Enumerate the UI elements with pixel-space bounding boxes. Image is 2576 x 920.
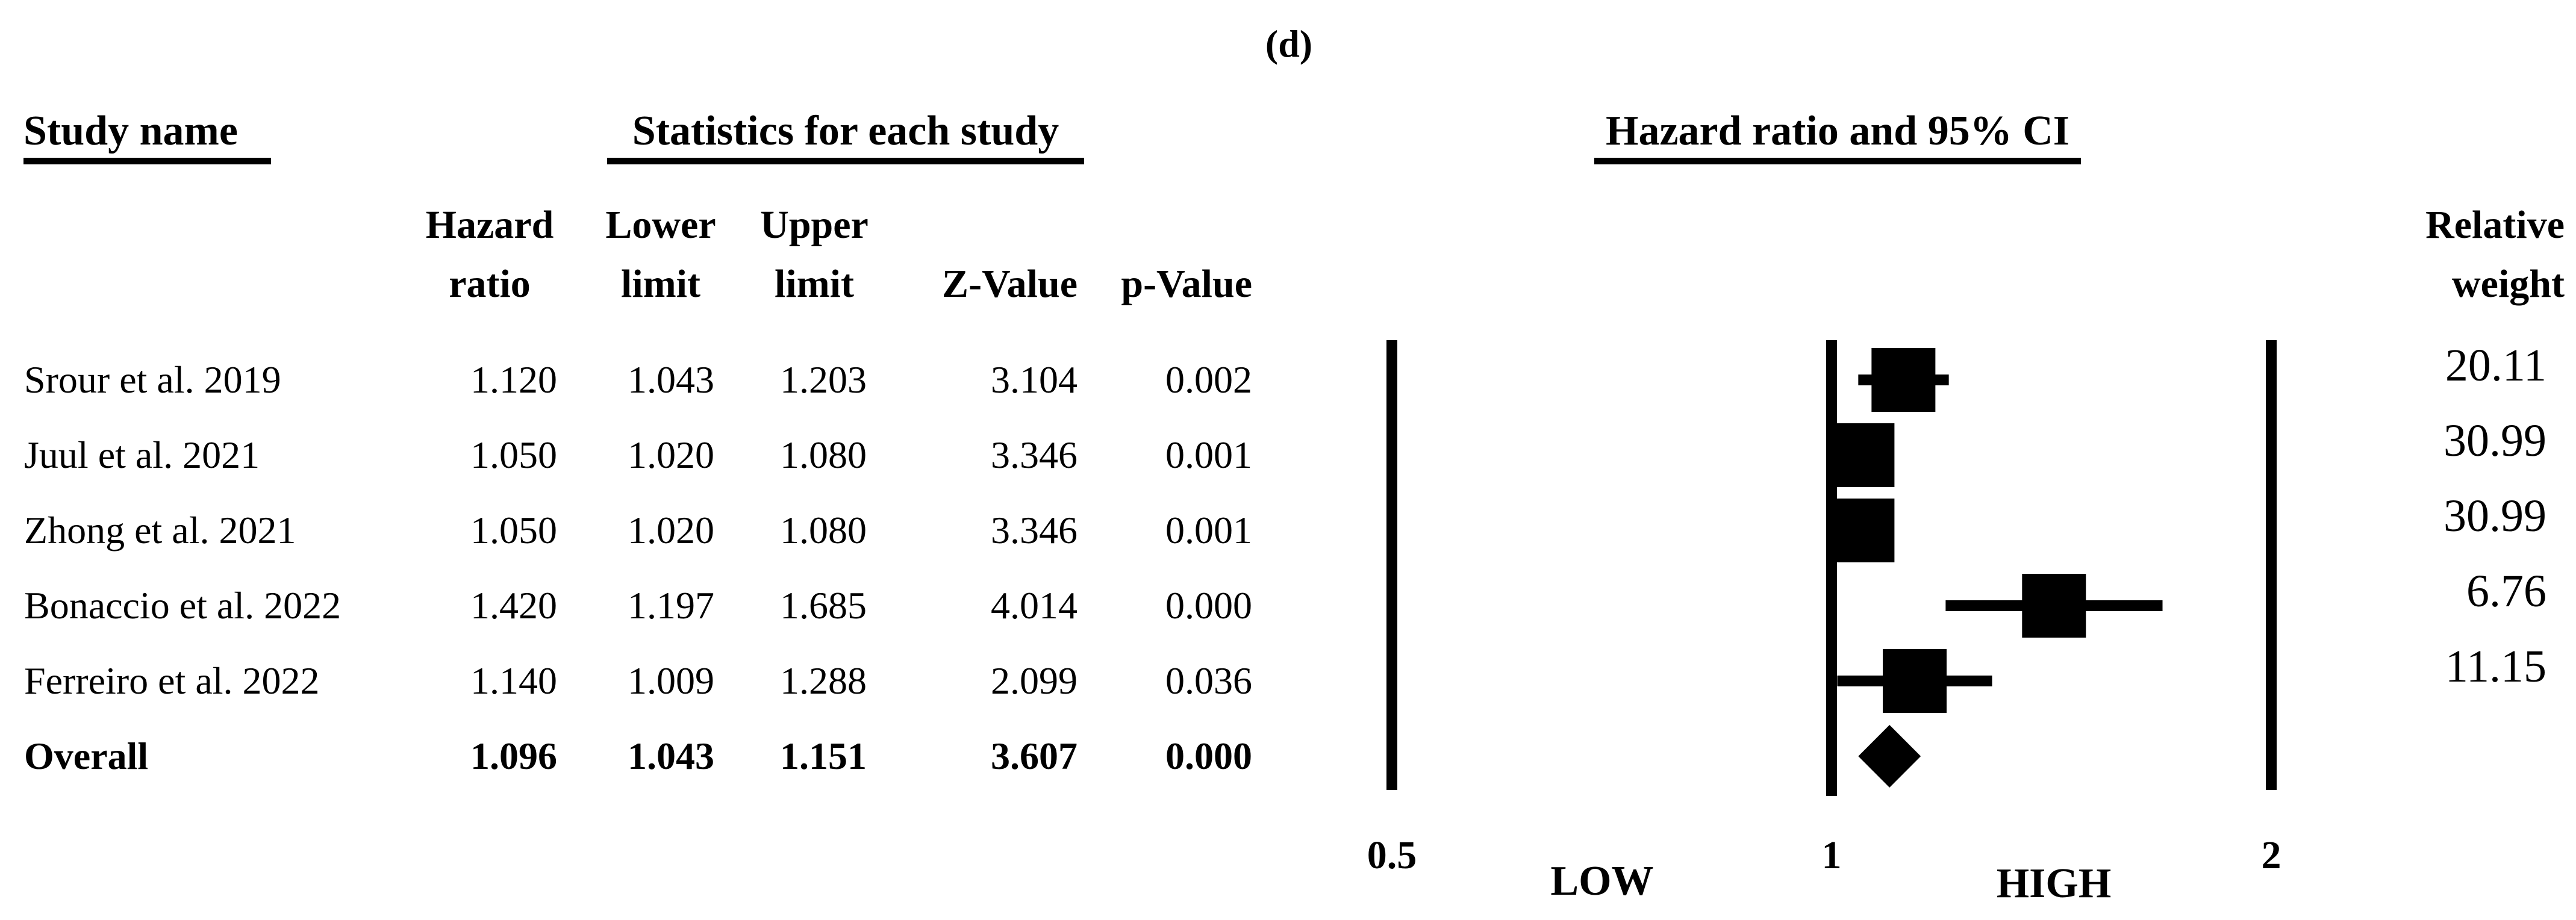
upper-limit-cell: 1.080 [780,434,867,476]
study-name-cell: Juul et al. 2021 [24,434,260,476]
point-estimate-square [1871,348,1936,412]
z-value-cell: 3.346 [991,434,1077,476]
hazard-ratio-cell: 1.050 [470,509,557,552]
relative-weight-cell: 6.76 [2466,566,2546,617]
z-value-cell: 2.099 [991,659,1077,702]
lower-limit-cell: 1.009 [628,659,714,702]
hazard-ratio-cell: 1.420 [470,584,557,627]
study-name-cell: Bonaccio et al. 2022 [24,584,341,627]
z-value-cell: 3.104 [991,358,1077,401]
z-value-cell: 3.346 [991,509,1077,552]
axis-line-2 [2266,340,2277,790]
plot-header: Hazard ratio and 95% CI [1606,108,2069,154]
p-value-cell: 0.001 [1165,434,1252,476]
study-name-underline [23,158,271,164]
col-header-upper-limit: Upper limit [760,203,869,306]
upper-limit-cell: 1.685 [780,584,867,627]
study-name-cell: Srour et al. 2019 [24,358,281,401]
hazard-ratio-cell: 1.096 [470,735,557,777]
relative-weight-cell: 30.99 [2443,415,2546,466]
point-estimate-square [1882,649,1947,713]
lower-limit-cell: 1.043 [628,735,714,777]
p-value-cell: 0.036 [1165,659,1252,702]
lower-limit-cell: 1.043 [628,358,714,401]
col-header-z-value: Z-Value [942,262,1077,306]
col-header-lower-limit: Lower limit [605,203,716,306]
axis-region-label-low: LOW [1550,858,1654,904]
upper-limit-cell: 1.151 [780,735,867,777]
hazard-ratio-cell: 1.140 [470,659,557,702]
statistics-header: Statistics for each study [632,108,1059,154]
panel-label: (d) [1265,22,1313,65]
axis-tick-2: 2 [2261,833,2281,877]
col-header-p-value: p-Value [1121,262,1252,306]
z-value-cell: 3.607 [991,735,1077,777]
hazard-ratio-cell: 1.120 [470,358,557,401]
plot-underline [1594,158,2081,164]
p-value-cell: 0.002 [1165,358,1252,401]
statistics-underline [607,158,1084,164]
study-name-cell: Zhong et al. 2021 [24,509,296,552]
study-name-header: Study name [23,108,238,154]
relative-weight-cell: 20.11 [2445,340,2546,391]
upper-limit-cell: 1.288 [780,659,867,702]
axis-region-label-high: HIGH [1996,860,2112,907]
lower-limit-cell: 1.020 [628,434,714,476]
overall-diamond [1858,725,1921,788]
p-value-cell: 0.001 [1165,509,1252,552]
study-name-cell: Overall [24,735,149,777]
relative-weight-cell: 11.15 [2445,641,2546,692]
point-estimate-square [1830,499,1895,562]
hazard-ratio-cell: 1.050 [470,434,557,476]
z-value-cell: 4.014 [991,584,1077,627]
study-name-cell: Ferreiro et al. 2022 [24,659,320,702]
point-estimate-square [2022,574,2086,638]
upper-limit-cell: 1.203 [780,358,867,401]
axis-line-1 [1826,340,1837,796]
upper-limit-cell: 1.080 [780,509,867,552]
axis-tick-1: 1 [1821,833,1842,877]
axis-line-0.5 [1386,340,1397,790]
lower-limit-cell: 1.197 [628,584,714,627]
p-value-cell: 0.000 [1165,735,1252,777]
col-header-relative-weight: Relative weight [2425,203,2565,306]
point-estimate-square [1830,423,1895,487]
p-value-cell: 0.000 [1165,584,1252,627]
lower-limit-cell: 1.020 [628,509,714,552]
relative-weight-cell: 30.99 [2443,491,2546,541]
col-header-hazard-ratio: Hazard ratio [425,203,554,306]
axis-tick-0.5: 0.5 [1367,833,1417,877]
